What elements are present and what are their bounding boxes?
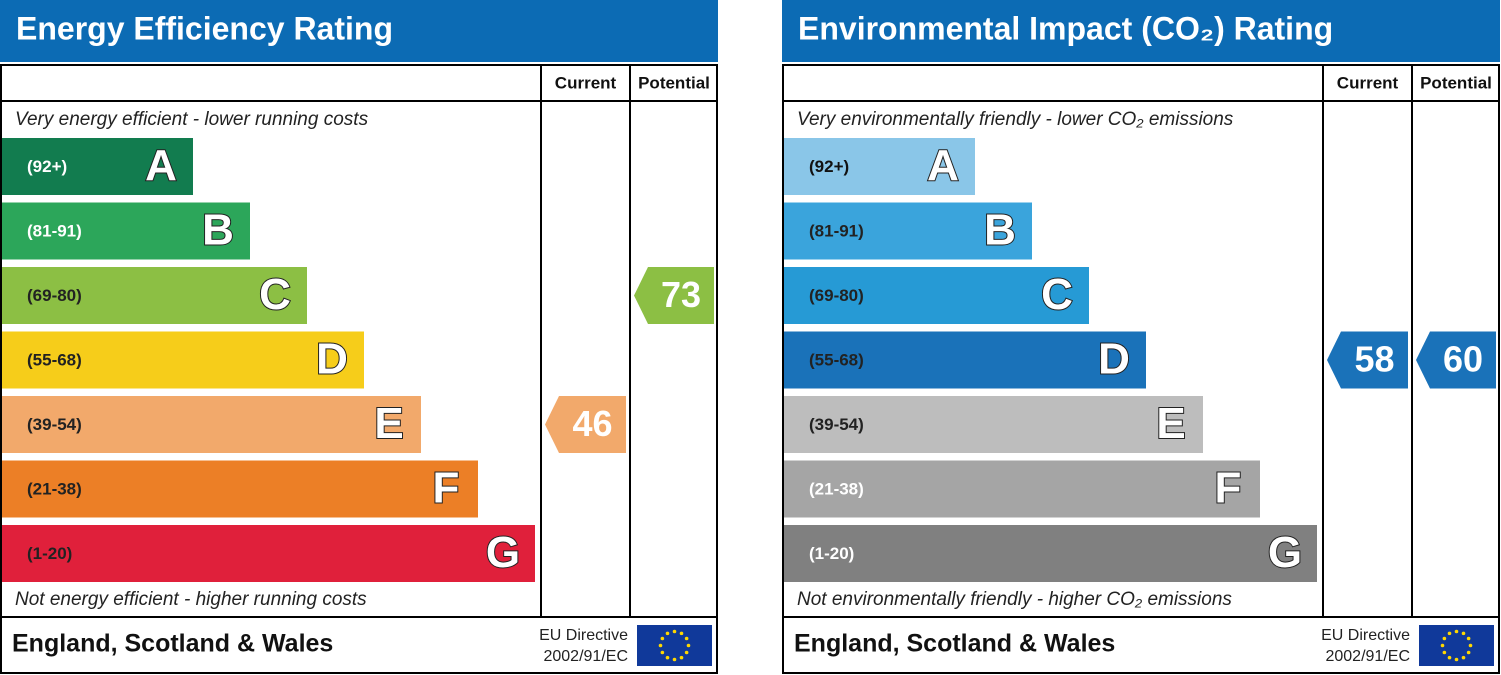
band-letter: G: [1268, 528, 1302, 577]
eu-star: [1442, 636, 1447, 641]
band-range: (69-80): [809, 286, 864, 305]
epc-panel: Energy Efficiency Rating Current Potential…: [0, 0, 718, 674]
rating-value: 58: [1354, 339, 1394, 380]
band-range: (69-80): [27, 286, 82, 305]
top-note: Very energy efficient - lower running co…: [15, 109, 369, 130]
column-header: Current: [1337, 73, 1399, 92]
eu-star: [1440, 643, 1445, 648]
band-range: (55-68): [27, 350, 82, 369]
rating-value: 60: [1443, 339, 1483, 380]
eu-star: [1447, 631, 1452, 636]
band-range: (39-54): [27, 415, 82, 434]
band-range: (55-68): [809, 350, 864, 369]
eu-star: [684, 636, 689, 641]
column-header: Potential: [1420, 73, 1492, 92]
band-letter: G: [486, 528, 520, 577]
footer: England, Scotland & Wales: [794, 630, 1115, 658]
band-range: (81-91): [27, 221, 82, 240]
directive: EU Directive: [1321, 627, 1410, 644]
title: Energy Efficiency Rating: [16, 10, 393, 46]
band-letter: C: [259, 270, 291, 319]
footer: England, Scotland & Wales: [12, 630, 333, 658]
band: [784, 460, 1260, 518]
band: [2, 267, 307, 324]
band-letter: A: [927, 141, 959, 190]
band: [784, 396, 1203, 453]
band-letter: B: [202, 206, 234, 255]
rating-value: 46: [572, 403, 612, 444]
title: Environmental Impact (CO₂) Rating: [798, 10, 1333, 46]
bottom-note: Not energy efficient - higher running co…: [15, 589, 367, 610]
eu-star: [665, 655, 670, 660]
band-letter: E: [1156, 399, 1185, 448]
rating-value: 73: [661, 274, 701, 315]
frame: [782, 64, 1500, 674]
eu-star: [1461, 631, 1466, 636]
band: [784, 138, 975, 195]
eu-star: [1461, 655, 1466, 660]
frame: [0, 64, 718, 674]
eu-star: [660, 650, 665, 655]
rating-arrow: [1327, 331, 1408, 389]
column-header: Current: [555, 73, 617, 92]
rating-arrow: [545, 396, 626, 453]
band-letter: F: [1215, 464, 1242, 513]
band-letter: E: [374, 399, 403, 448]
band: [784, 525, 1317, 582]
band: [2, 331, 364, 389]
eu-star: [1454, 629, 1459, 634]
band-range: (1-20): [809, 544, 854, 563]
band-range: (1-20): [27, 544, 72, 563]
band-letter: F: [433, 464, 460, 513]
eu-star: [660, 636, 665, 641]
band-letter: C: [1041, 270, 1073, 319]
band-letter: D: [1098, 335, 1130, 384]
band-range: (21-38): [27, 479, 82, 498]
band: [2, 202, 250, 260]
rating-arrow: [634, 267, 714, 324]
directive: EU Directive: [539, 627, 628, 644]
bottom-note: Not environmentally friendly - higher CO…: [797, 589, 1232, 610]
band: [784, 331, 1146, 389]
band: [784, 202, 1032, 260]
top-note: Very environmentally friendly - lower CO…: [797, 109, 1234, 130]
eu-star: [1454, 657, 1459, 662]
band-letter: B: [984, 206, 1016, 255]
eu-star: [686, 643, 691, 648]
eu-star: [1466, 636, 1471, 641]
eu-star: [672, 629, 677, 634]
eu-star: [1468, 643, 1473, 648]
band-range: (21-38): [809, 479, 864, 498]
column-header: Potential: [638, 73, 710, 92]
band: [2, 138, 193, 195]
header-bar: [782, 0, 1500, 62]
eu-star: [1442, 650, 1447, 655]
band-range: (81-91): [809, 221, 864, 240]
eu-star: [665, 631, 670, 636]
eu-star: [658, 643, 663, 648]
band: [2, 396, 421, 453]
band-range: (39-54): [809, 415, 864, 434]
band-letter: D: [316, 335, 348, 384]
eu-star: [684, 650, 689, 655]
eu-star: [679, 655, 684, 660]
rating-arrow: [1416, 331, 1496, 389]
eu-star: [1447, 655, 1452, 660]
eu-star: [679, 631, 684, 636]
header-bar: [0, 0, 718, 62]
eu-star: [672, 657, 677, 662]
band: [2, 460, 478, 518]
directive: 2002/91/EC: [1325, 648, 1410, 665]
eu-star: [1466, 650, 1471, 655]
band-range: (92+): [809, 157, 849, 176]
band: [2, 525, 535, 582]
band-letter: A: [145, 141, 177, 190]
band: [784, 267, 1089, 324]
band-range: (92+): [27, 157, 67, 176]
directive: 2002/91/EC: [543, 648, 628, 665]
epc-panel: Environmental Impact (CO₂) Rating Current…: [782, 0, 1500, 674]
